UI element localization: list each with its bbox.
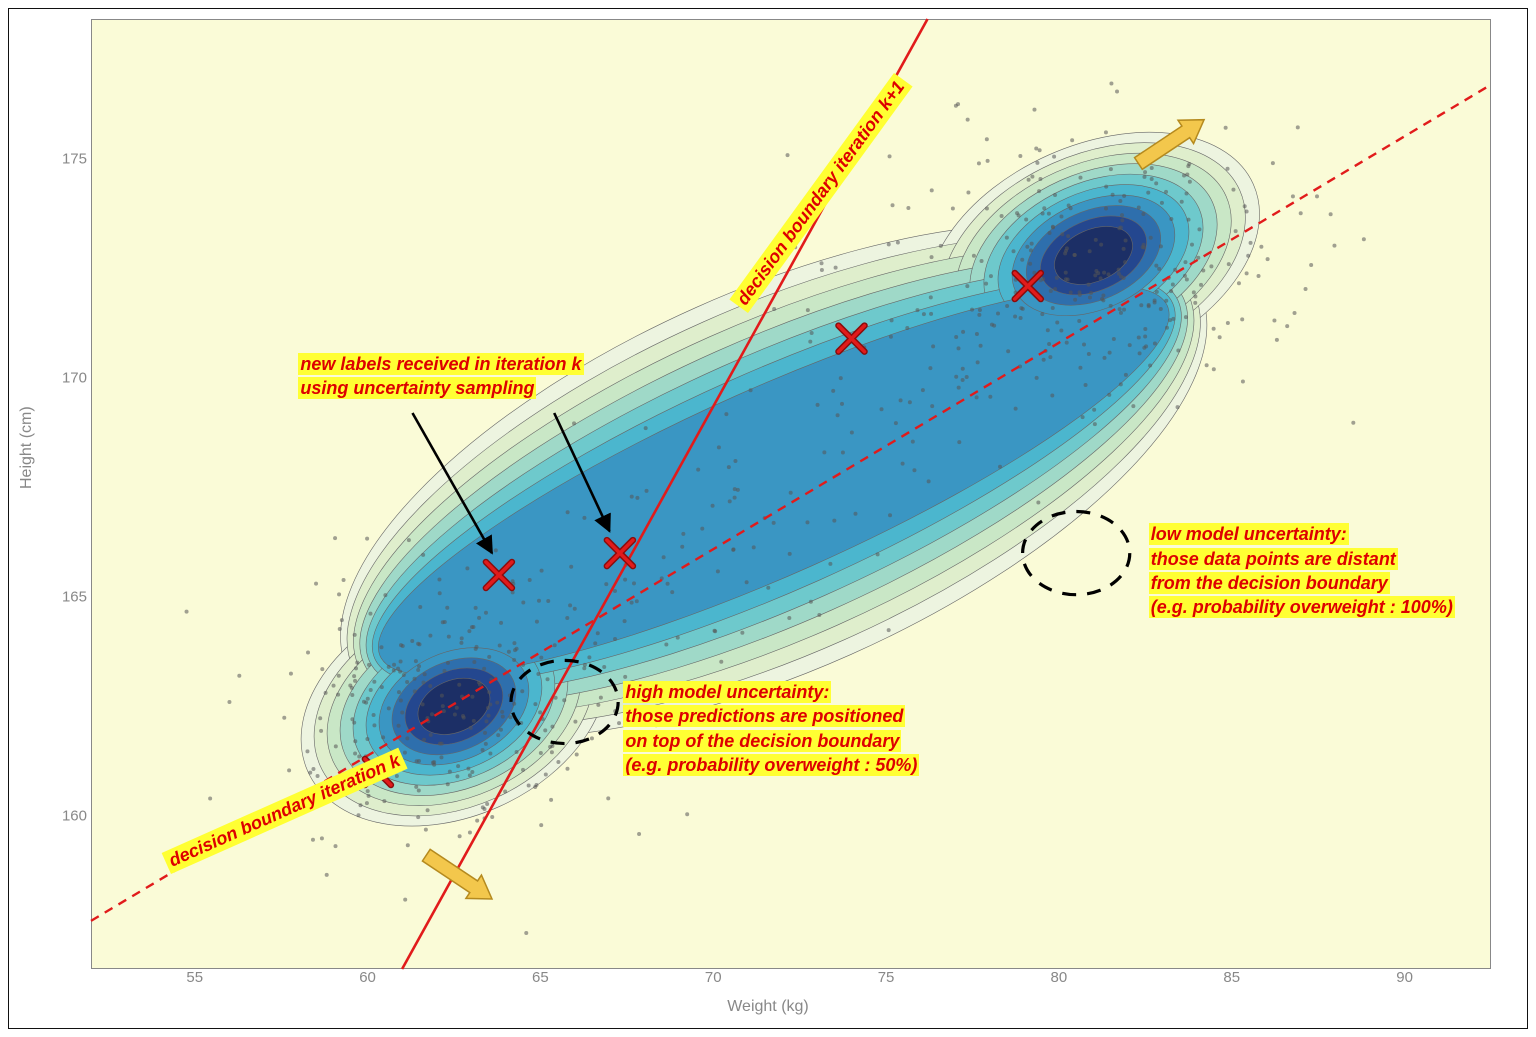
- x-tick: 85: [1223, 969, 1240, 986]
- annotation-new-labels: new labels received in iteration kusing …: [298, 352, 583, 401]
- x-tick: 70: [705, 969, 722, 986]
- x-tick: 60: [359, 969, 376, 986]
- annotation-high-uncertainty: high model uncertainty:those predictions…: [623, 680, 919, 777]
- label-boundary-k: decision boundary iteration k: [161, 747, 407, 873]
- annotation-low-uncertainty: low model uncertainty:those data points …: [1149, 522, 1455, 619]
- y-tick: 165: [57, 588, 87, 605]
- x-tick: 80: [1051, 969, 1068, 986]
- y-tick: 160: [57, 807, 87, 824]
- x-axis-label: Weight (kg): [727, 998, 809, 1016]
- label-boundary-k-plus-1: decision boundary iteration k+1: [729, 74, 912, 314]
- x-tick: 90: [1396, 969, 1413, 986]
- y-tick: 175: [57, 151, 87, 168]
- chart-frame: new labels received in iteration kusing …: [8, 8, 1528, 1029]
- x-tick: 75: [878, 969, 895, 986]
- y-tick: 170: [57, 369, 87, 386]
- y-axis-label: Height (cm): [18, 406, 36, 489]
- plot-area: new labels received in iteration kusing …: [91, 19, 1491, 969]
- x-tick: 55: [186, 969, 203, 986]
- x-tick: 65: [532, 969, 549, 986]
- annotation-layer: new labels received in iteration kusing …: [91, 19, 1491, 969]
